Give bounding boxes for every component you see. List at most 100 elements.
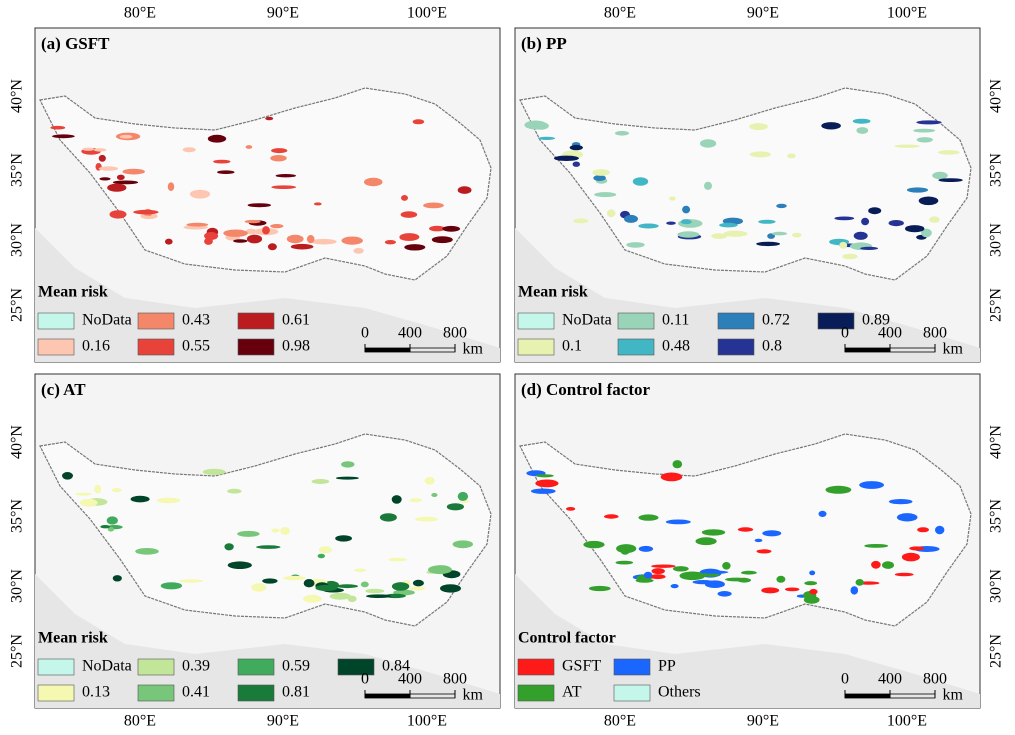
map-patch [265,116,274,121]
lon-label: 80°E [604,713,636,730]
map-patch [672,566,689,572]
map-patch [679,571,706,581]
map-patch [825,485,852,494]
legend-swatch [237,312,275,330]
map-patch [594,192,617,198]
map-patch [937,150,960,155]
map-panel: (c) AT Mean risk NoData 0.13 0.39 0.41 0.59 0.8… [9,373,501,730]
map-patch [303,594,322,603]
legend-swatch [517,658,555,676]
map-patch [821,122,841,130]
map-patch [409,586,426,591]
map-patch [82,147,95,151]
map-patch [318,546,332,554]
legend-label: GSFT [562,658,601,675]
map-patch [160,582,183,590]
legend-swatch [37,684,75,702]
map-patch [842,253,858,260]
map-patch [913,128,936,133]
map-patch [888,499,913,505]
map-patch [107,527,115,532]
map-patch [583,540,605,549]
map-patch [572,161,580,167]
map-patch [761,587,780,594]
map-patch [182,147,196,153]
scale-bar [845,348,890,352]
legend-swatch [817,312,855,330]
lon-label: 100°E [887,713,927,730]
legend-swatch [37,312,75,330]
map-patch [256,545,281,549]
legend-label: 0.8 [762,338,782,355]
legend-label: 0.59 [282,658,310,675]
map-patch [917,527,929,533]
plateau-outline [39,87,492,281]
map-patch [538,136,556,140]
map-patch [365,588,385,594]
map-patch [311,479,330,484]
scale-unit: km [463,341,484,358]
map-patch [606,209,616,218]
legend-swatch [137,684,175,702]
map-patch [335,476,359,480]
legend-swatch [137,312,175,330]
map-patch [317,553,325,559]
lon-label: 90°E [747,5,779,22]
map-patch [701,529,726,536]
map-patch [245,145,253,149]
map-patch [905,225,925,233]
map-patch [535,479,559,488]
map-patch [906,187,929,193]
map-patch [93,148,107,152]
map-patch [737,578,751,583]
map-patch [573,218,589,224]
map-patch [429,225,446,232]
map-patch [99,177,111,181]
legend-label: 0.98 [282,338,310,355]
map-patch [116,174,125,180]
map-patch [119,134,133,139]
map-patch [776,575,786,583]
map-patch [756,241,780,247]
map-patch [719,222,738,228]
map-patch [593,175,606,181]
map-patch [638,545,654,552]
scale-unit: km [943,687,964,704]
map-patch [834,216,855,221]
map-patch [227,488,242,494]
map-patch [660,472,683,482]
map-patch [388,557,407,562]
legend-swatch [337,658,375,676]
map-patch [921,228,932,238]
map-patch [391,495,402,504]
map-patch [804,581,818,586]
scale-label: 800 [923,671,947,688]
map-patch [771,231,788,236]
map-patch [616,544,637,554]
map-patch [412,579,424,587]
map-patch [223,229,248,237]
map-patch [122,168,145,175]
map-patch [672,460,683,469]
panel-title: (d) Control factor [521,380,650,399]
map-patch [112,575,122,582]
map-patch [247,203,271,208]
map-patch [635,578,654,583]
map-patch [336,584,359,589]
map-patch [179,579,204,583]
legend-swatch [37,338,75,356]
map-patch [94,484,102,494]
legend-title: Mean risk [518,284,588,301]
map-patch [106,516,118,525]
map-patch [233,239,248,243]
map-patch [457,186,472,194]
map-patch [341,461,355,468]
legend-label: 0.11 [662,312,689,329]
map-patch [749,123,768,131]
map-patch [702,570,729,574]
map-patch [615,131,629,136]
scale-label: 800 [443,325,467,342]
map-patch [204,237,213,245]
map-patch [271,148,288,154]
map-patch [189,189,211,199]
